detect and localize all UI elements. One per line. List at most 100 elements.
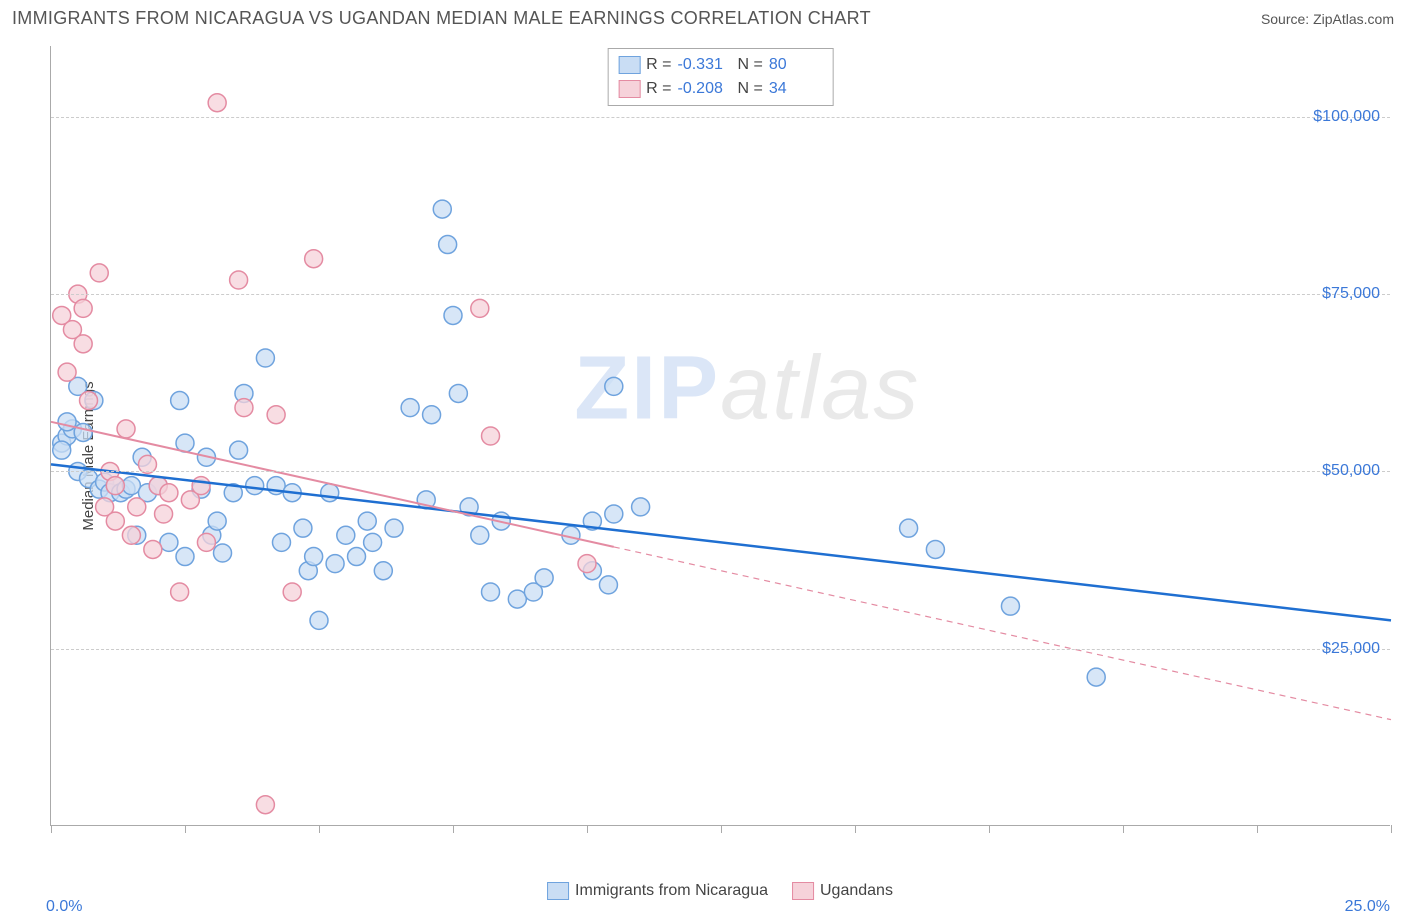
scatter-point bbox=[246, 477, 264, 495]
legend-swatch bbox=[618, 80, 640, 98]
legend-label: Ugandans bbox=[820, 882, 893, 900]
x-tick bbox=[185, 825, 186, 833]
x-tick bbox=[855, 825, 856, 833]
legend-swatch bbox=[547, 882, 569, 900]
series-legend: Immigrants from Nicaragua Ugandans bbox=[547, 882, 893, 900]
scatter-point bbox=[482, 427, 500, 445]
gridline bbox=[51, 117, 1390, 118]
scatter-point bbox=[176, 548, 194, 566]
scatter-point bbox=[74, 299, 92, 317]
scatter-point bbox=[272, 533, 290, 551]
scatter-point bbox=[321, 484, 339, 502]
scatter-point bbox=[90, 264, 108, 282]
scatter-point bbox=[117, 420, 135, 438]
x-tick bbox=[1391, 825, 1392, 833]
x-min-label: 0.0% bbox=[46, 898, 82, 916]
scatter-point bbox=[337, 526, 355, 544]
scatter-point bbox=[144, 540, 162, 558]
scatter-point bbox=[208, 512, 226, 530]
scatter-point bbox=[358, 512, 376, 530]
legend-swatch bbox=[792, 882, 814, 900]
scatter-point bbox=[208, 94, 226, 112]
n-value: 34 bbox=[769, 77, 823, 101]
scatter-point bbox=[267, 406, 285, 424]
scatter-point bbox=[605, 377, 623, 395]
r-label: R = bbox=[646, 77, 671, 101]
scatter-point bbox=[128, 498, 146, 516]
scatter-point bbox=[310, 611, 328, 629]
scatter-point bbox=[283, 583, 301, 601]
chart-title: IMMIGRANTS FROM NICARAGUA VS UGANDAN MED… bbox=[12, 8, 871, 29]
x-tick bbox=[721, 825, 722, 833]
y-tick-label: $25,000 bbox=[1322, 640, 1380, 658]
r-value: -0.208 bbox=[678, 77, 732, 101]
x-tick bbox=[989, 825, 990, 833]
scatter-point bbox=[160, 484, 178, 502]
scatter-point bbox=[305, 250, 323, 268]
scatter-point bbox=[632, 498, 650, 516]
scatter-point bbox=[58, 413, 76, 431]
scatter-point bbox=[74, 423, 92, 441]
scatter-point bbox=[449, 384, 467, 402]
legend-label: Immigrants from Nicaragua bbox=[575, 882, 768, 900]
scatter-svg bbox=[51, 46, 1391, 826]
plot-region: ZIPatlas R = -0.331 N = 80R = -0.208 N =… bbox=[50, 46, 1390, 826]
scatter-point bbox=[433, 200, 451, 218]
n-label: N = bbox=[738, 77, 763, 101]
x-tick bbox=[1257, 825, 1258, 833]
y-tick-label: $50,000 bbox=[1322, 462, 1380, 480]
source-label: Source: ZipAtlas.com bbox=[1261, 11, 1394, 27]
r-value: -0.331 bbox=[678, 53, 732, 77]
scatter-point bbox=[256, 796, 274, 814]
scatter-point bbox=[74, 335, 92, 353]
scatter-point bbox=[155, 505, 173, 523]
x-tick bbox=[319, 825, 320, 833]
x-tick bbox=[51, 825, 52, 833]
scatter-point bbox=[385, 519, 403, 537]
y-tick-label: $75,000 bbox=[1322, 285, 1380, 303]
scatter-point bbox=[235, 399, 253, 417]
y-tick-label: $100,000 bbox=[1313, 108, 1380, 126]
scatter-point bbox=[900, 519, 918, 537]
scatter-point bbox=[197, 533, 215, 551]
scatter-point bbox=[535, 569, 553, 587]
scatter-point bbox=[214, 544, 232, 562]
scatter-point bbox=[80, 392, 98, 410]
header: IMMIGRANTS FROM NICARAGUA VS UGANDAN MED… bbox=[0, 0, 1406, 33]
scatter-point bbox=[348, 548, 366, 566]
scatter-point bbox=[305, 548, 323, 566]
scatter-point bbox=[171, 583, 189, 601]
x-tick bbox=[1123, 825, 1124, 833]
scatter-point bbox=[230, 271, 248, 289]
scatter-point bbox=[508, 590, 526, 608]
gridline bbox=[51, 471, 1390, 472]
scatter-point bbox=[171, 392, 189, 410]
scatter-point bbox=[58, 363, 76, 381]
r-label: R = bbox=[646, 53, 671, 77]
x-tick bbox=[587, 825, 588, 833]
scatter-point bbox=[439, 236, 457, 254]
scatter-point bbox=[122, 477, 140, 495]
scatter-point bbox=[106, 512, 124, 530]
scatter-point bbox=[294, 519, 312, 537]
scatter-point bbox=[122, 526, 140, 544]
scatter-point bbox=[326, 555, 344, 573]
gridline bbox=[51, 649, 1390, 650]
scatter-point bbox=[599, 576, 617, 594]
correlation-legend: R = -0.331 N = 80R = -0.208 N = 34 bbox=[607, 48, 834, 106]
scatter-point bbox=[160, 533, 178, 551]
scatter-point bbox=[106, 477, 124, 495]
scatter-point bbox=[471, 299, 489, 317]
scatter-point bbox=[230, 441, 248, 459]
series-legend-item: Immigrants from Nicaragua bbox=[547, 882, 768, 900]
scatter-point bbox=[471, 526, 489, 544]
n-value: 80 bbox=[769, 53, 823, 77]
scatter-point bbox=[926, 540, 944, 558]
trend-line-dashed bbox=[614, 547, 1391, 720]
scatter-point bbox=[605, 505, 623, 523]
scatter-point bbox=[423, 406, 441, 424]
scatter-point bbox=[482, 583, 500, 601]
scatter-point bbox=[374, 562, 392, 580]
scatter-point bbox=[53, 441, 71, 459]
gridline bbox=[51, 294, 1390, 295]
